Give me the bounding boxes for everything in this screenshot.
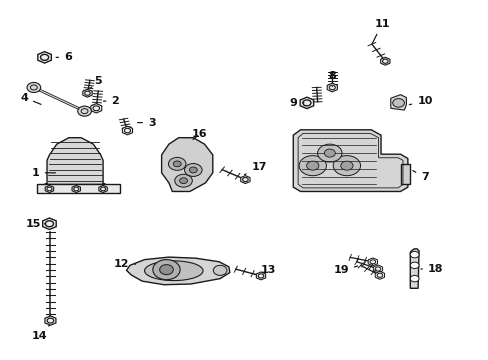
Circle shape [168, 157, 185, 170]
Ellipse shape [144, 261, 203, 280]
Polygon shape [293, 130, 407, 192]
Polygon shape [400, 164, 409, 184]
Polygon shape [380, 57, 389, 65]
Circle shape [153, 260, 180, 280]
Text: 5: 5 [90, 76, 102, 89]
Polygon shape [390, 95, 406, 110]
Text: 8: 8 [328, 71, 335, 87]
Polygon shape [45, 316, 56, 325]
Polygon shape [99, 185, 107, 193]
Text: 3: 3 [137, 118, 155, 128]
Text: 10: 10 [408, 96, 432, 106]
Circle shape [409, 251, 418, 258]
Circle shape [159, 265, 173, 275]
Text: 13: 13 [254, 265, 275, 275]
Polygon shape [374, 271, 384, 279]
Polygon shape [42, 218, 56, 229]
Polygon shape [45, 185, 54, 193]
Circle shape [27, 82, 41, 93]
Text: 1: 1 [32, 168, 55, 178]
Circle shape [324, 149, 335, 157]
Text: 9: 9 [289, 98, 304, 108]
Polygon shape [256, 272, 265, 280]
Circle shape [174, 174, 192, 187]
Circle shape [78, 106, 91, 116]
Polygon shape [161, 138, 212, 192]
Circle shape [189, 167, 197, 173]
Text: 12: 12 [114, 259, 135, 269]
Circle shape [184, 163, 202, 176]
Circle shape [299, 156, 326, 176]
Polygon shape [72, 185, 81, 193]
Circle shape [317, 144, 341, 162]
Text: 19: 19 [332, 265, 357, 275]
Polygon shape [37, 184, 120, 193]
Circle shape [409, 262, 418, 269]
Text: 14: 14 [32, 325, 49, 341]
Text: 6: 6 [56, 52, 72, 62]
Polygon shape [91, 104, 102, 113]
Text: 2: 2 [103, 96, 119, 106]
Text: 15: 15 [26, 219, 45, 229]
Text: 7: 7 [412, 171, 428, 182]
Circle shape [179, 178, 187, 184]
Text: 18: 18 [420, 264, 443, 274]
Polygon shape [372, 265, 382, 273]
Circle shape [340, 161, 352, 170]
Circle shape [392, 99, 404, 107]
Polygon shape [122, 126, 132, 135]
Polygon shape [38, 51, 51, 63]
Circle shape [213, 265, 226, 275]
Circle shape [306, 161, 318, 170]
Polygon shape [82, 89, 92, 97]
Circle shape [173, 161, 181, 167]
Polygon shape [240, 176, 249, 184]
Circle shape [332, 156, 360, 176]
Text: 16: 16 [191, 129, 207, 140]
Polygon shape [126, 257, 229, 285]
Text: 11: 11 [372, 19, 389, 43]
Circle shape [409, 275, 418, 282]
Text: 17: 17 [244, 162, 266, 175]
Polygon shape [44, 138, 105, 184]
Polygon shape [326, 83, 337, 92]
Polygon shape [409, 249, 418, 288]
Polygon shape [300, 97, 313, 109]
Polygon shape [367, 258, 377, 266]
Text: 4: 4 [20, 93, 41, 104]
